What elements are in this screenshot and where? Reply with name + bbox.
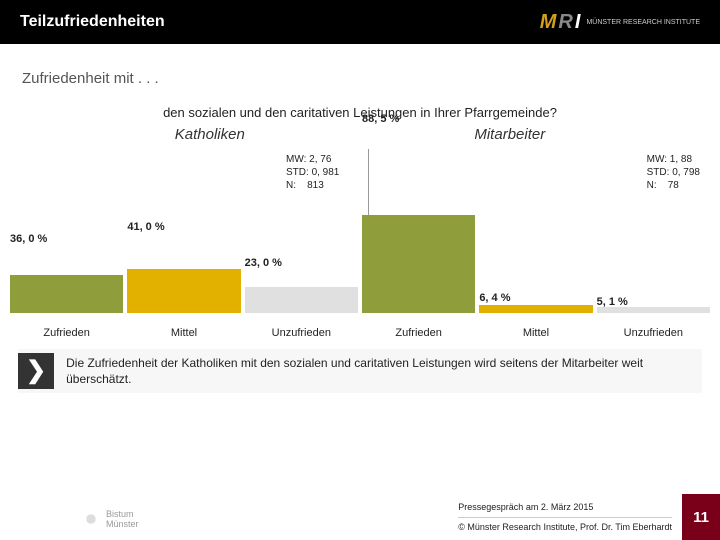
brand-text: MÜNSTER RESEARCH INSTITUTE (586, 19, 700, 26)
x-label: Unzufrieden (595, 327, 712, 339)
bar-rect: 41, 0 % (127, 269, 240, 313)
press-line: Pressegespräch am 2. März 2015 (458, 498, 672, 517)
header: Teilzufriedenheiten MRI MÜNSTER RESEARCH… (0, 0, 720, 44)
x-label: Mittel (477, 327, 594, 339)
bar-col: 88, 5 % (360, 203, 477, 313)
bar-value-label: 6, 4 % (479, 292, 510, 304)
footer-logo-text: Bistum Münster (106, 509, 139, 529)
bistum-icon (80, 508, 102, 530)
bar-rect: 36, 0 % (10, 275, 123, 313)
group-left: Katholiken (175, 126, 245, 143)
bar-rect: 23, 0 % (245, 287, 358, 313)
stats-right: MW: 1, 88 STD: 0, 798 N: 78 (647, 153, 700, 192)
x-label: Zufrieden (360, 327, 477, 339)
bar-rect: 5, 1 % (597, 307, 710, 313)
insight-text: Die Zufriedenheit der Katholiken mit den… (54, 349, 702, 393)
bar-rect: 88, 5 % (362, 215, 475, 313)
x-axis-labels: ZufriedenMittelUnzufriedenZufriedenMitte… (8, 327, 712, 339)
bar-value-label: 36, 0 % (10, 233, 47, 245)
x-label: Mittel (125, 327, 242, 339)
bar-col: 36, 0 % (8, 203, 125, 313)
group-labels: Katholiken Mitarbeiter (60, 126, 660, 143)
footer-info: Pressegespräch am 2. März 2015 © Münster… (448, 494, 682, 540)
bar-chart: MW: 2, 76 STD: 0, 981 N: 813 MW: 1, 88 S… (8, 149, 712, 339)
bar-value-label: 88, 5 % (362, 113, 399, 125)
bar-col: 6, 4 % (477, 203, 594, 313)
x-label: Unzufrieden (243, 327, 360, 339)
bar-value-label: 5, 1 % (597, 296, 628, 308)
insight-banner: ❯ Die Zufriedenheit der Katholiken mit d… (18, 349, 702, 393)
bar-col: 5, 1 % (595, 203, 712, 313)
bar-rect: 6, 4 % (479, 305, 592, 313)
page-number: 11 (682, 494, 720, 540)
bar-value-label: 23, 0 % (245, 257, 282, 269)
brand-logo: MRI MÜNSTER RESEARCH INSTITUTE (540, 11, 700, 34)
bar-col: 41, 0 % (125, 203, 242, 313)
subtitle: Zufriedenheit mit . . . (22, 70, 698, 87)
copyright-line: © Münster Research Institute, Prof. Dr. … (458, 518, 672, 536)
group-right: Mitarbeiter (474, 126, 545, 143)
footer: Bistum Münster Pressegespräch am 2. März… (0, 480, 720, 540)
x-label: Zufrieden (8, 327, 125, 339)
page-title: Teilzufriedenheiten (20, 13, 165, 31)
question-text: den sozialen und den caritativen Leistun… (0, 105, 720, 120)
footer-logo: Bistum Münster (80, 508, 139, 530)
stats-left: MW: 2, 76 STD: 0, 981 N: 813 (286, 153, 339, 192)
bars-row: 36, 0 %41, 0 %23, 0 %88, 5 %6, 4 %5, 1 % (8, 203, 712, 313)
footer-right: Pressegespräch am 2. März 2015 © Münster… (448, 494, 720, 540)
bar-col: 23, 0 % (243, 203, 360, 313)
chevron-right-icon: ❯ (18, 353, 54, 389)
bar-value-label: 41, 0 % (127, 221, 164, 233)
